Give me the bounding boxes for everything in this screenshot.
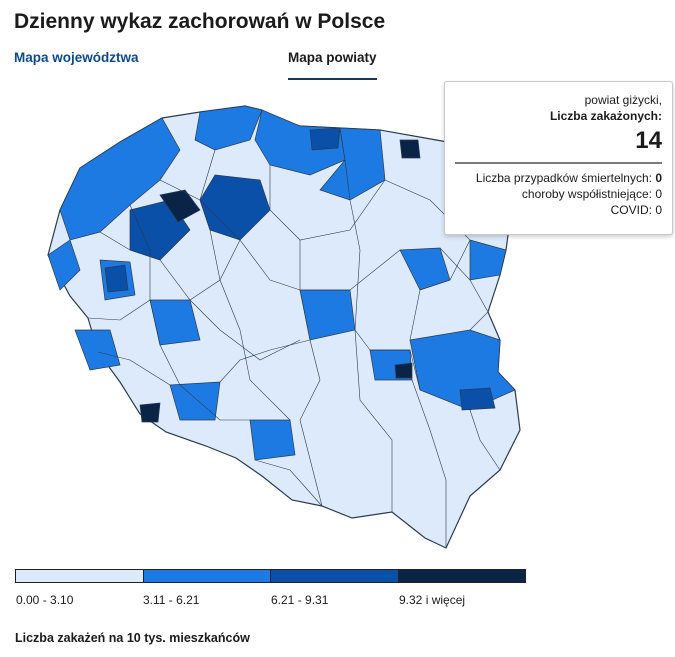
county-region-e2[interactable] [469,239,507,281]
legend-swatch-4 [398,570,525,582]
county-layer [47,105,516,461]
county-highlighted-gizycki[interactable] [399,139,421,159]
tooltip-covid-label: COVID: [610,203,652,217]
county-region-s[interactable] [249,419,296,461]
county-region-n2[interactable] [254,109,346,176]
county-borders [87,149,501,548]
county-dark-3[interactable] [104,264,129,293]
tooltip-deaths-label: Liczba przypadków śmiertelnych: [475,171,652,185]
tooltip-county-name: powiat giżycki, [584,93,662,107]
county-region-n[interactable] [194,105,263,151]
legend-label-3: 6.21 - 9.31 [271,593,329,607]
tooltip-comorbid-label: choroby współistniejące: [521,187,652,201]
county-region-sw2[interactable] [169,381,221,421]
legend-swatch-3 [271,570,399,582]
legend-swatch-1 [16,570,144,582]
tooltip-divider [455,162,662,164]
tooltip-deaths-value: 0 [655,171,662,185]
county-region-sw[interactable] [74,329,121,371]
county-dark-1[interactable] [159,189,201,223]
county-region-se2[interactable] [459,387,496,411]
county-tooltip: powiat giżycki, Liczba zakażonych: 14 Li… [444,81,673,235]
county-dark-4[interactable] [139,402,161,423]
legend-caption: Liczba zakażeń na 10 tys. mieszkańców [15,631,250,645]
tooltip-comorbid-value: 0 [655,187,662,201]
county-dark-5[interactable] [394,362,413,379]
tooltip-covid-row: COVID: 0 [455,202,662,218]
legend-label-4: 9.32 i więcej [399,593,466,607]
legend-label-1: 0.00 - 3.10 [16,593,74,607]
tooltip-covid-value: 0 [655,203,662,217]
tooltip-comorbid-row: choroby współistniejące: 0 [455,186,662,202]
county-region-nw[interactable] [59,117,181,241]
county-dark-2[interactable] [309,127,341,151]
tab-voivodeships[interactable]: Mapa województwa [14,50,139,65]
legend-label-2: 3.11 - 6.21 [143,593,200,607]
county-region-w3[interactable] [47,239,81,291]
tooltip-deaths-row: Liczba przypadków śmiertelnych: 0 [455,170,662,186]
legend-swatch-2 [143,570,271,582]
tooltip-infections-value: 14 [635,127,662,154]
poland-county-map[interactable] [0,88,560,558]
legend-bar [15,569,526,583]
tooltip-infections-label: Liczba zakażonych: [549,109,662,123]
page-title: Dzienny wykaz zachorowań w Polsce [14,10,386,33]
tab-counties[interactable]: Mapa powiaty [288,50,377,80]
